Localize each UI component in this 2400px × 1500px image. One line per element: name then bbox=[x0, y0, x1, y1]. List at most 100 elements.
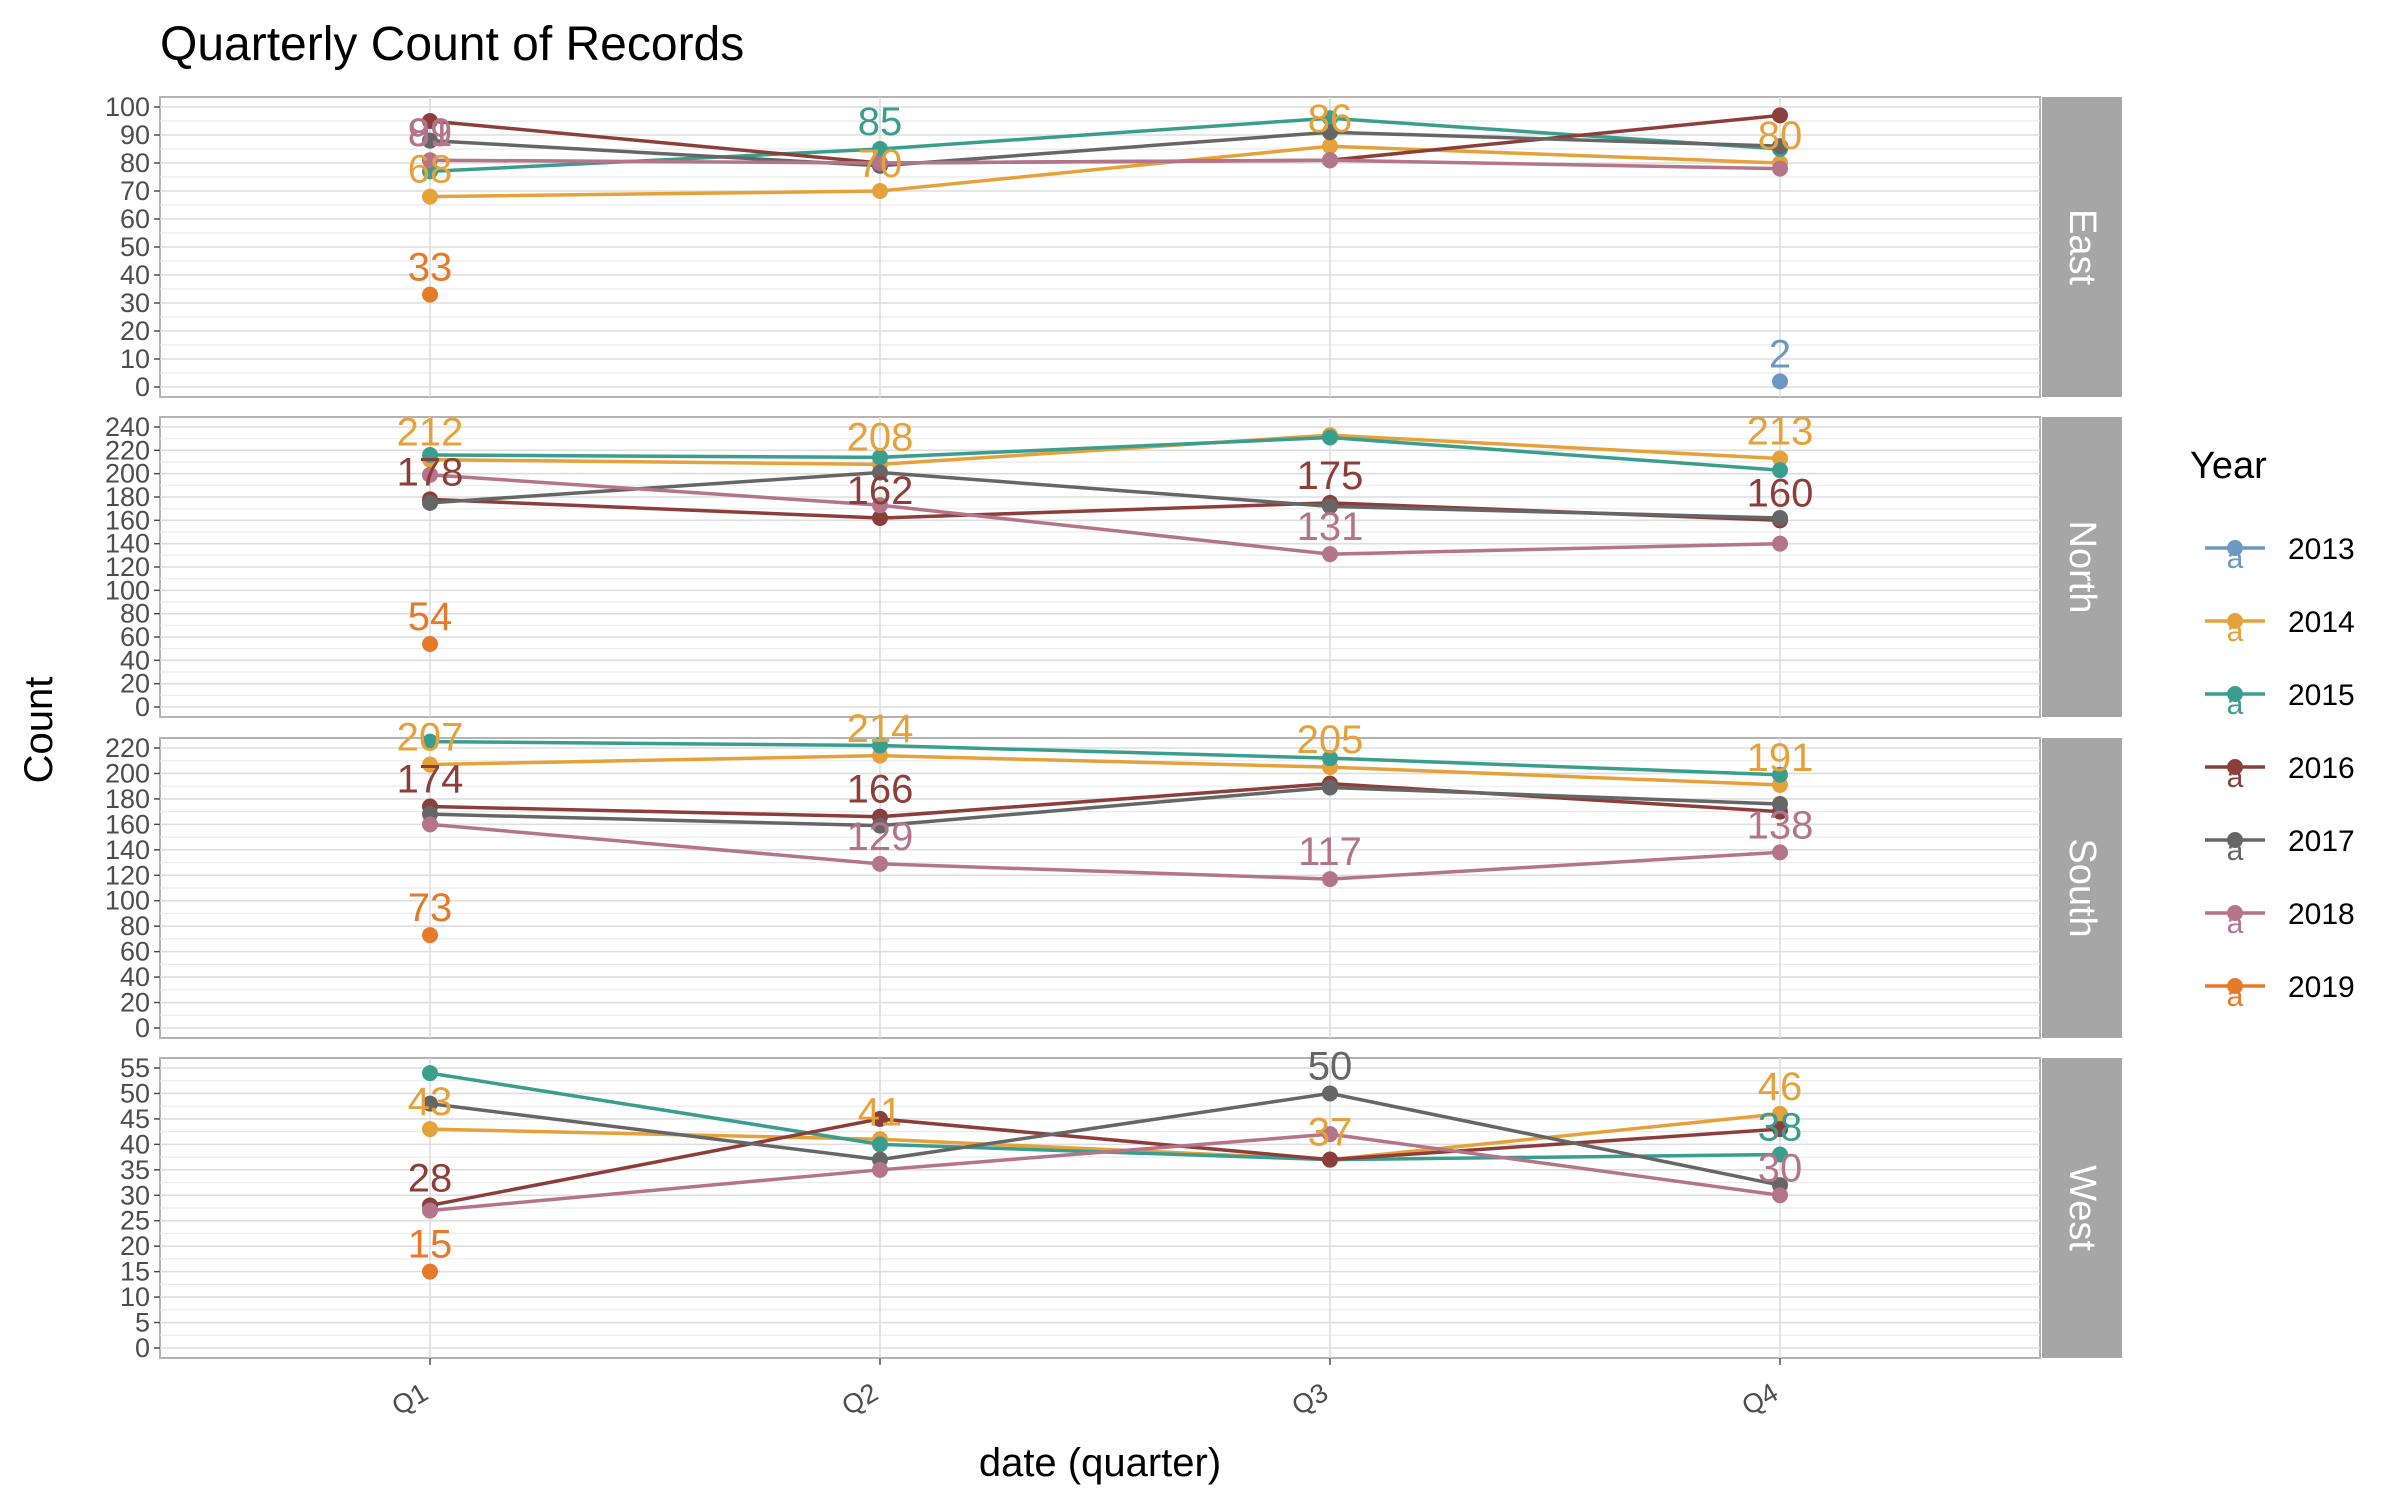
y-tick-label: 40 bbox=[120, 1129, 150, 1159]
data-label: 2 bbox=[1769, 332, 1791, 376]
data-label: 212 bbox=[397, 411, 464, 455]
y-tick-label: 30 bbox=[120, 1180, 150, 1210]
legend-label: 2019 bbox=[2288, 971, 2355, 1004]
y-tick-label: 60 bbox=[120, 937, 150, 967]
legend-key-letter: a bbox=[2227, 834, 2244, 867]
data-point-2015 bbox=[422, 447, 438, 463]
data-point-2015 bbox=[1322, 750, 1338, 767]
data-point-2017 bbox=[422, 1095, 438, 1112]
y-tick-label: 80 bbox=[120, 148, 150, 178]
legend-key-point bbox=[2227, 832, 2243, 848]
legend-key-letter: a bbox=[2227, 615, 2244, 648]
data-point-2017 bbox=[422, 494, 438, 511]
legend-label: 2017 bbox=[2288, 825, 2355, 858]
data-label: 208 bbox=[847, 415, 914, 459]
legend-key-letter: a bbox=[2227, 907, 2244, 940]
facet-strip-label: North bbox=[2061, 521, 2103, 614]
data-point-2013 bbox=[1772, 373, 1788, 390]
series-line-2017 bbox=[429, 470, 1781, 520]
data-point-2018 bbox=[422, 466, 438, 483]
data-label: 46 bbox=[1758, 1065, 1803, 1109]
series-line-2017 bbox=[429, 130, 1781, 168]
series-line-2015 bbox=[429, 739, 1781, 777]
y-tick-label: 20 bbox=[120, 1231, 150, 1261]
series-line-2018 bbox=[429, 473, 1781, 556]
y-tick-label: 40 bbox=[120, 645, 150, 675]
data-point-2014 bbox=[422, 188, 438, 205]
legend-key-point bbox=[2227, 686, 2243, 702]
y-tick-label: 20 bbox=[120, 316, 150, 346]
data-point-2018 bbox=[872, 497, 888, 514]
y-tick-label: 30 bbox=[120, 288, 150, 318]
y-tick-label: 200 bbox=[105, 459, 150, 489]
legend: Year a 2013 a 2014 a 2015 a 2016 a 2017 a 2018 a 2019 bbox=[2190, 445, 2355, 1013]
data-point-2015 bbox=[872, 1136, 888, 1153]
legend-label: 2015 bbox=[2288, 679, 2355, 712]
legend-item-2014: a 2014 bbox=[2205, 606, 2355, 648]
y-tick-label: 160 bbox=[105, 809, 150, 839]
series-line-2017 bbox=[429, 785, 1781, 828]
y-tick-label: 45 bbox=[120, 1104, 150, 1134]
series-line-2016 bbox=[429, 1117, 1781, 1208]
y-tick-label: 50 bbox=[120, 1078, 150, 1108]
data-point-2014 bbox=[1772, 1105, 1788, 1122]
data-point-2018 bbox=[422, 816, 438, 833]
data-label: 70 bbox=[858, 142, 903, 186]
data-label: 86 bbox=[1308, 97, 1353, 141]
data-label: 166 bbox=[847, 768, 914, 812]
data-label: 131 bbox=[1297, 505, 1364, 549]
y-tick-label: 60 bbox=[120, 622, 150, 652]
data-label: 15 bbox=[408, 1223, 453, 1267]
legend-label: 2018 bbox=[2288, 898, 2355, 931]
y-tick-label: 10 bbox=[120, 1282, 150, 1312]
data-label: 129 bbox=[847, 815, 914, 859]
y-tick-label: 0 bbox=[135, 372, 150, 402]
y-tick-label: 5 bbox=[135, 1308, 150, 1338]
data-point-2018 bbox=[1322, 152, 1338, 169]
data-label: 41 bbox=[858, 1090, 903, 1134]
data-point-2014 bbox=[872, 183, 888, 199]
data-point-2015 bbox=[872, 141, 888, 157]
legend-label: 2014 bbox=[2288, 606, 2355, 639]
data-point-2015 bbox=[1322, 429, 1338, 446]
legend-key-letter: a bbox=[2227, 542, 2244, 575]
facet-strip bbox=[2042, 97, 2122, 397]
legend-key-point bbox=[2227, 759, 2243, 775]
y-tick-label: 140 bbox=[105, 529, 150, 559]
data-point-2014 bbox=[1322, 138, 1338, 155]
y-tick-label: 40 bbox=[120, 962, 150, 992]
y-tick-label: 90 bbox=[120, 120, 150, 150]
data-point-2015 bbox=[1772, 766, 1788, 783]
data-label: 54 bbox=[408, 595, 453, 639]
y-tick-label: 60 bbox=[120, 204, 150, 234]
y-tick-label: 35 bbox=[120, 1155, 150, 1185]
y-tick-label: 160 bbox=[105, 505, 150, 535]
data-point-2018 bbox=[1322, 546, 1338, 563]
data-point-2018 bbox=[1772, 844, 1788, 861]
data-point-2015 bbox=[872, 737, 888, 754]
facet-strip bbox=[2042, 738, 2122, 1038]
data-point-2018 bbox=[872, 1161, 888, 1178]
data-point-2016 bbox=[872, 510, 888, 526]
data-label: 160 bbox=[1747, 471, 1814, 515]
data-point-2016 bbox=[422, 113, 438, 129]
data-point-2017 bbox=[1322, 124, 1338, 141]
data-point-2015 bbox=[422, 1065, 438, 1082]
data-label: 117 bbox=[1298, 830, 1362, 874]
data-label: 33 bbox=[408, 246, 453, 290]
data-label: 80 bbox=[1758, 114, 1803, 158]
data-point-2018 bbox=[872, 155, 888, 171]
y-tick-label: 100 bbox=[105, 575, 150, 605]
legend-key-point bbox=[2227, 540, 2243, 556]
series-line-2016 bbox=[429, 781, 1781, 819]
data-label: 213 bbox=[1747, 410, 1814, 454]
data-label: 73 bbox=[408, 886, 453, 930]
y-tick-label: 20 bbox=[120, 988, 150, 1018]
facet-strip-label: East bbox=[2061, 209, 2103, 285]
chart-title: Quarterly Count of Records bbox=[160, 18, 744, 71]
y-tick-label: 80 bbox=[120, 911, 150, 941]
data-point-2014 bbox=[1772, 450, 1788, 467]
